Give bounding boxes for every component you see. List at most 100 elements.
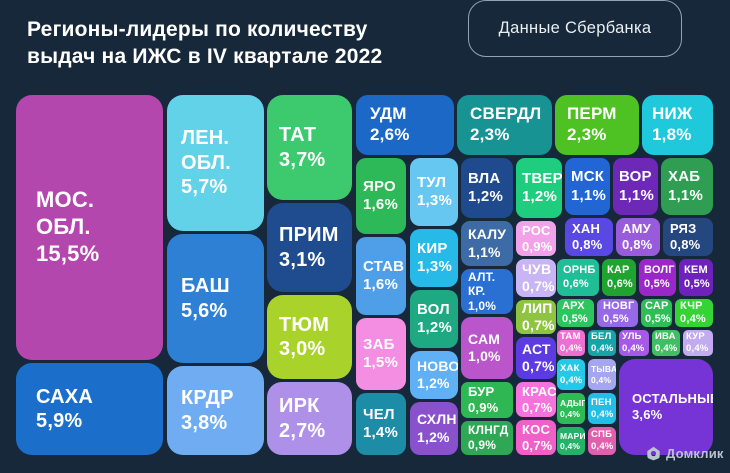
treemap-tile-ast: АСТ 0,7% (516, 337, 556, 379)
tile-text-line: 5,9% (36, 410, 83, 432)
tile-text-line: ВЛА (468, 169, 501, 187)
tile-text-line: 2,7% (279, 419, 326, 442)
tile-text-line: СТАВ (363, 257, 405, 275)
treemap-tile-kir: КИР 1,3% (410, 229, 458, 287)
treemap-tile-bash: БАШ 5,6% (167, 234, 264, 363)
tile-text-line: 1,8% (652, 125, 692, 144)
tile-text-line: ОБЛ. (181, 151, 231, 174)
tile-text-line: КРДР (181, 387, 234, 410)
tile-text-line: СХЛН (417, 411, 457, 428)
treemap-tile-kem: КЕМ 0,5% (679, 259, 713, 296)
treemap-tile-ryaz: РЯЗ 0,8% (663, 218, 713, 256)
treemap-tile-ros: РОС 0,9% (516, 221, 556, 256)
tile-text-line: ОСТАЛЬНЫЕ (632, 391, 713, 407)
tile-text-line: ВОЛ (417, 300, 450, 318)
tile-text-line: ХАН (572, 221, 601, 237)
tile-text-line: 1,1% (468, 243, 501, 260)
tile-text-line: 1,0% (468, 348, 501, 364)
tile-text-line: 5,6% (181, 299, 228, 322)
treemap-tile-kras: КРАС 0,7% (516, 382, 556, 417)
tile-text-line: ЧУВ (522, 260, 552, 277)
tile-text-line: ТЮМ (279, 313, 330, 336)
treemap-tile-lip: ЛИП 0,7% (516, 300, 556, 334)
treemap-tile-msk: МСК 1,1% (565, 158, 610, 215)
tile-text-line: 0,8% (572, 237, 603, 252)
tile-text-line: АСТ (522, 340, 551, 357)
treemap-tile-tul: ТУЛ 1,3% (410, 158, 458, 226)
tile-text-line: ОРНБ (563, 264, 596, 277)
tile-text-line: 2,6% (370, 125, 410, 144)
tile-text-line: ЛИП (522, 300, 553, 316)
tile-text-line: КР. (468, 284, 486, 299)
tile-text-line: БУР (468, 384, 495, 400)
tile-text-line: 0,9% (522, 238, 553, 254)
tile-text-line: ЯРО (363, 177, 396, 195)
treemap-tile-stav: СТАВ 1,6% (356, 237, 406, 315)
tile-text-line: ВОР (619, 168, 652, 186)
treemap-tile-pen: ПЕН 0,4% (588, 393, 616, 424)
tile-text-line: САМ (468, 330, 501, 347)
tile-text-line: КОС (522, 421, 551, 437)
tile-text-line: АДЫГ (560, 398, 585, 409)
treemap-tile-vla: ВЛА 1,2% (461, 158, 513, 218)
tile-text-line: ТЫВА (591, 364, 616, 375)
treemap-tile-chel: ЧЕЛ 1,4% (356, 393, 406, 455)
treemap-tile-nizh: НИЖ 1,8% (642, 95, 713, 155)
treemap-tile-adyg: АДЫГ 0,4% (557, 393, 585, 424)
treemap-tile-khab: ХАБ 1,1% (661, 158, 713, 215)
tile-text-line: 0,7% (522, 358, 555, 374)
tile-text-line: 0,7% (522, 437, 553, 453)
tile-text-line: МОС. (36, 187, 95, 213)
tile-text-line: МСК (571, 168, 605, 186)
tile-text-line: КЧР (680, 299, 703, 312)
tile-text-line: ВОЛГ (644, 264, 675, 277)
tile-text-line: КАР (607, 264, 630, 277)
domclick-house-icon (646, 446, 661, 461)
tile-text-line: ПРИМ (279, 224, 339, 247)
treemap-tile-sverdl: СВЕРДЛ 2,3% (457, 95, 552, 155)
tile-text-line: ИВА (655, 331, 676, 343)
treemap-tile-arkh: АРХ 0,5% (557, 299, 594, 327)
tile-text-line: 0,4% (622, 343, 645, 354)
tile-text-line: ЛЕН. (181, 127, 230, 150)
treemap-tile-kchr: КЧР 0,4% (675, 299, 713, 327)
treemap-tile-kur: КУР 0,4% (683, 330, 713, 356)
treemap-tile-kos: КОС 0,7% (516, 420, 556, 455)
tile-text-line: 0,4% (686, 343, 709, 354)
tile-text-line: 2,3% (470, 125, 510, 144)
tile-text-line: 0,5% (684, 277, 710, 290)
tile-text-line: 1,1% (619, 186, 654, 204)
tile-text-line: 15,5% (36, 240, 100, 266)
tile-text-line: 0,4% (655, 343, 678, 354)
treemap-tile-prim: ПРИМ 3,1% (267, 203, 352, 292)
brand-logo-label: Домклик (666, 446, 724, 461)
tile-text-line: БЕЛ (591, 331, 612, 343)
tile-text-line: АЛТ. (468, 269, 496, 284)
tile-text-line: САР (645, 299, 669, 312)
tile-text-line: 0,4% (680, 313, 706, 325)
tile-text-line: КЛНГД (468, 423, 509, 438)
tile-text-line: 1,5% (363, 354, 398, 371)
tile-text-line: 0,8% (622, 237, 653, 252)
tile-text-line: ХАК (560, 362, 580, 374)
treemap-tile-ornb: ОРНБ 0,6% (557, 259, 599, 296)
tile-text-line: ПЕН (591, 396, 612, 408)
treemap-tile-zab: ЗАБ 1,5% (356, 318, 406, 390)
treemap-tile-tver: ТВЕР 1,2% (516, 158, 562, 218)
tile-text-line: 0,4% (591, 374, 612, 385)
treemap-tile-klngd: КЛНГД 0,9% (461, 421, 513, 455)
tile-text-line: 0,8% (670, 237, 701, 252)
tile-text-line: 3,0% (279, 338, 326, 360)
tile-text-line: 1,6% (363, 196, 398, 213)
page-title: Регионы-лидеры по количеству выдач на ИЖ… (27, 17, 382, 71)
tile-text-line: НОВО (417, 357, 458, 374)
tile-text-line: 0,7% (522, 399, 553, 415)
tile-text-line: УДМ (370, 104, 407, 124)
tile-text-line: 5,7% (181, 176, 228, 199)
tile-text-line: 1,3% (417, 258, 452, 275)
treemap-tile-chuv: ЧУВ 0,7% (516, 259, 556, 297)
treemap-tile-volg: ВОЛГ 0,5% (639, 259, 676, 296)
tile-text-line: БАШ (181, 275, 230, 298)
